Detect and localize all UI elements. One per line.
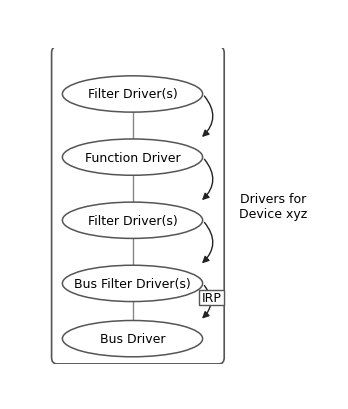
Text: Bus Driver: Bus Driver bbox=[100, 333, 165, 345]
Ellipse shape bbox=[62, 139, 203, 176]
FancyArrowPatch shape bbox=[203, 160, 213, 200]
Text: Filter Driver(s): Filter Driver(s) bbox=[88, 88, 177, 101]
FancyArrowPatch shape bbox=[203, 223, 213, 263]
Ellipse shape bbox=[62, 321, 203, 357]
FancyBboxPatch shape bbox=[199, 290, 224, 306]
Ellipse shape bbox=[62, 76, 203, 113]
Ellipse shape bbox=[62, 265, 203, 302]
FancyBboxPatch shape bbox=[52, 47, 224, 364]
Text: Function Driver: Function Driver bbox=[85, 151, 180, 164]
FancyArrowPatch shape bbox=[203, 97, 213, 137]
Text: Bus Filter Driver(s): Bus Filter Driver(s) bbox=[74, 277, 191, 290]
Text: Filter Driver(s): Filter Driver(s) bbox=[88, 214, 177, 227]
FancyArrowPatch shape bbox=[203, 286, 211, 318]
Ellipse shape bbox=[62, 202, 203, 239]
Text: Drivers for
Device xyz: Drivers for Device xyz bbox=[239, 193, 307, 220]
Text: IRP: IRP bbox=[201, 291, 221, 304]
